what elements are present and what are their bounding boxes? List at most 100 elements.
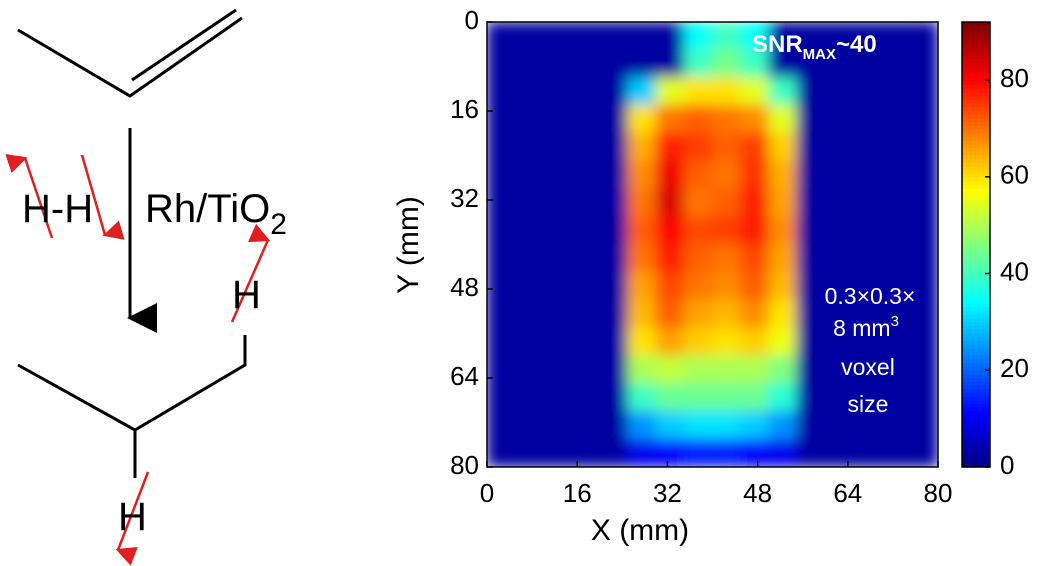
x-tick-label: 0 <box>480 478 494 508</box>
heat-cell <box>683 77 713 106</box>
colorbar-swatch <box>962 344 990 349</box>
heat-cell <box>514 188 544 218</box>
colorbar-swatch <box>962 459 990 464</box>
colorbar-swatch <box>962 292 990 298</box>
heat-cell <box>487 132 516 162</box>
colorbar-swatch <box>962 318 990 323</box>
heat-cell <box>740 355 770 385</box>
heat-cell <box>683 216 713 245</box>
colorbar-swatch <box>962 392 990 398</box>
colorbar-swatch <box>962 218 990 223</box>
heat-cell <box>796 410 826 440</box>
colorbar-swatch <box>962 426 990 431</box>
heat-cell <box>852 271 883 301</box>
heat-cell <box>571 104 601 134</box>
heat-cell <box>768 77 798 106</box>
heat-cell <box>542 244 573 273</box>
heat-cell <box>599 299 629 329</box>
heat-cell <box>824 355 854 385</box>
heat-cell <box>909 438 938 467</box>
heat-cell <box>571 244 601 273</box>
heat-cell <box>712 216 742 245</box>
colorbar-swatch <box>962 125 990 131</box>
heat-cell <box>627 271 657 301</box>
heat-cell <box>599 77 629 106</box>
heat-cell <box>740 188 770 218</box>
colorbar-swatch <box>962 355 990 361</box>
colorbar-swatch <box>962 374 990 379</box>
colorbar-swatch <box>962 352 990 357</box>
colorbar-swatch <box>962 329 990 335</box>
colorbar-swatch <box>962 88 990 94</box>
heat-cell <box>712 299 742 329</box>
heat-cell <box>740 327 770 357</box>
heat-cell <box>514 355 544 385</box>
heat-cell <box>514 438 544 467</box>
heat-cell <box>796 299 826 329</box>
heat-cell <box>881 216 911 245</box>
colorbar-swatch <box>962 448 990 453</box>
y-tick-label: 16 <box>450 94 479 124</box>
colorbar-swatch <box>962 192 990 197</box>
catalyst-subscript: 2 <box>270 208 287 241</box>
heat-cell <box>655 410 685 440</box>
heat-cell <box>542 216 573 245</box>
colorbar-swatch <box>962 289 990 294</box>
colorbar-swatch <box>962 33 990 38</box>
colorbar-swatch <box>962 181 990 186</box>
heat-cell <box>571 49 601 79</box>
colorbar <box>962 22 990 468</box>
propene-bonds <box>17 16 243 98</box>
colorbar-swatch <box>962 452 990 457</box>
colorbar-swatch <box>962 81 990 86</box>
reagent: H-H <box>22 187 93 231</box>
colorbar-swatch <box>962 270 990 275</box>
heat-cell <box>852 299 883 329</box>
heat-cell <box>740 383 770 412</box>
heat-cell <box>824 410 854 440</box>
heat-cell <box>881 104 911 134</box>
heat-cell <box>740 216 770 245</box>
heat-cell <box>514 299 544 329</box>
heat-cell <box>542 355 573 385</box>
heat-cell <box>487 216 516 245</box>
heat-cell <box>542 22 573 51</box>
heat-cell <box>542 271 573 301</box>
colorbar-swatch <box>962 40 990 45</box>
colorbar-swatch <box>962 429 990 435</box>
heat-cell <box>627 355 657 385</box>
heat-cell <box>542 77 573 106</box>
heat-cell <box>824 271 854 301</box>
heat-cell <box>881 299 911 329</box>
colorbar-swatch <box>962 196 990 201</box>
heat-cell <box>487 49 516 79</box>
colorbar-swatch <box>962 237 990 242</box>
heat-cell <box>514 410 544 440</box>
colorbar-swatch <box>962 144 990 149</box>
colorbar-swatch <box>962 92 990 97</box>
colorbar-tick-label: 20 <box>1000 353 1029 383</box>
colorbar-swatch <box>962 111 990 116</box>
heat-cell <box>740 244 770 273</box>
heat-cell <box>655 438 685 467</box>
heat-cell <box>909 77 938 106</box>
colorbar-swatch <box>962 263 990 268</box>
heat-cell <box>542 438 573 467</box>
heat-cell <box>852 244 883 273</box>
heat-cell <box>824 104 854 134</box>
heat-cell <box>514 383 544 412</box>
spin-arrow <box>115 471 150 566</box>
colorbar-swatch <box>962 437 990 442</box>
heat-cell <box>542 410 573 440</box>
heat-cell <box>487 327 516 357</box>
heat-cell <box>768 355 798 385</box>
heat-cell <box>627 244 657 273</box>
heat-cell <box>627 383 657 412</box>
heat-cell <box>683 160 713 190</box>
colorbar-swatch <box>962 159 990 164</box>
colorbar-swatch <box>962 251 990 257</box>
heat-cell <box>571 160 601 190</box>
heat-cell <box>712 383 742 412</box>
heat-cell <box>542 383 573 412</box>
